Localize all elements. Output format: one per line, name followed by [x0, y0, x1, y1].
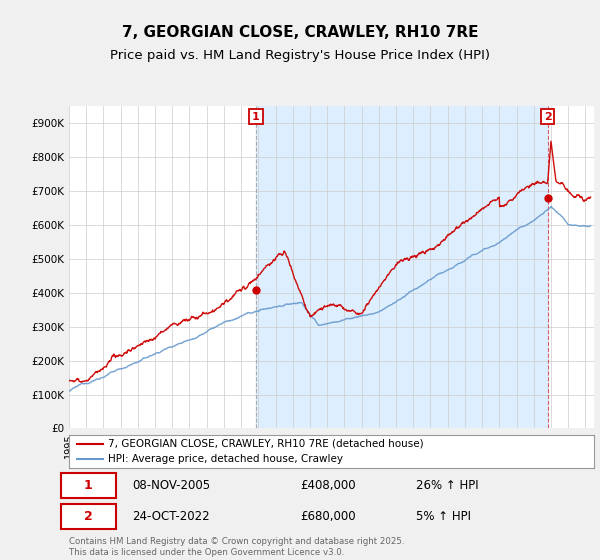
Text: 7, GEORGIAN CLOSE, CRAWLEY, RH10 7RE (detached house): 7, GEORGIAN CLOSE, CRAWLEY, RH10 7RE (de…	[109, 439, 424, 449]
Text: £680,000: £680,000	[300, 510, 356, 523]
Text: 2: 2	[84, 510, 93, 523]
FancyBboxPatch shape	[61, 504, 116, 529]
Text: £408,000: £408,000	[300, 479, 356, 492]
Text: 5% ↑ HPI: 5% ↑ HPI	[415, 510, 470, 523]
Text: 1: 1	[84, 479, 93, 492]
Text: Price paid vs. HM Land Registry's House Price Index (HPI): Price paid vs. HM Land Registry's House …	[110, 49, 490, 63]
Text: Contains HM Land Registry data © Crown copyright and database right 2025.
This d: Contains HM Land Registry data © Crown c…	[69, 537, 404, 557]
Text: HPI: Average price, detached house, Crawley: HPI: Average price, detached house, Craw…	[109, 455, 343, 464]
Text: 1: 1	[252, 111, 260, 122]
FancyBboxPatch shape	[61, 473, 116, 498]
Text: 7, GEORGIAN CLOSE, CRAWLEY, RH10 7RE: 7, GEORGIAN CLOSE, CRAWLEY, RH10 7RE	[122, 25, 478, 40]
Text: 26% ↑ HPI: 26% ↑ HPI	[415, 479, 478, 492]
Text: 08-NOV-2005: 08-NOV-2005	[132, 479, 210, 492]
Bar	[256, 106, 548, 428]
Text: 24-OCT-2022: 24-OCT-2022	[132, 510, 209, 523]
Text: 2: 2	[544, 111, 551, 122]
